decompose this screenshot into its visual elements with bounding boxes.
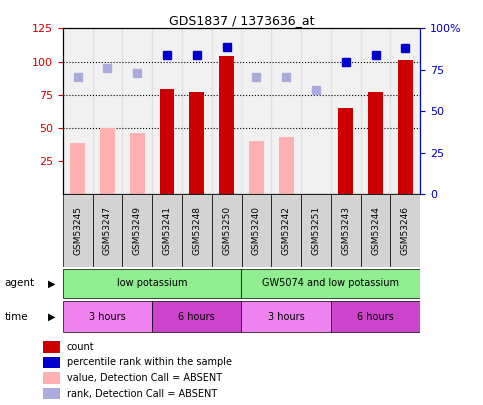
Text: agent: agent	[5, 279, 35, 288]
FancyBboxPatch shape	[271, 194, 301, 267]
FancyBboxPatch shape	[93, 194, 122, 267]
Text: ▶: ▶	[48, 312, 56, 322]
Bar	[70, 143, 85, 194]
Text: GSM53241: GSM53241	[163, 207, 171, 255]
Text: GSM53247: GSM53247	[103, 207, 112, 255]
Text: GSM53243: GSM53243	[341, 207, 350, 255]
Text: low potassium: low potassium	[117, 279, 187, 288]
Text: time: time	[5, 312, 28, 322]
Bar	[249, 141, 264, 194]
Bar	[398, 60, 413, 194]
Bar	[130, 133, 145, 194]
Text: 3 hours: 3 hours	[89, 312, 126, 322]
Bar	[152, 28, 182, 194]
FancyBboxPatch shape	[242, 301, 331, 333]
FancyBboxPatch shape	[212, 194, 242, 267]
Bar	[242, 28, 271, 194]
Bar	[212, 28, 242, 194]
FancyBboxPatch shape	[242, 269, 420, 298]
Bar	[63, 28, 93, 194]
Bar	[361, 28, 390, 194]
Text: 3 hours: 3 hours	[268, 312, 305, 322]
Bar	[93, 28, 122, 194]
Text: GSM53248: GSM53248	[192, 207, 201, 255]
Bar	[279, 137, 294, 194]
Bar	[122, 28, 152, 194]
FancyBboxPatch shape	[361, 194, 390, 267]
FancyBboxPatch shape	[301, 194, 331, 267]
Bar	[100, 128, 115, 194]
Bar	[189, 92, 204, 194]
Bar	[43, 388, 60, 399]
Bar	[338, 108, 353, 194]
Bar	[390, 28, 420, 194]
FancyBboxPatch shape	[122, 194, 152, 267]
Text: 6 hours: 6 hours	[178, 312, 215, 322]
Text: 6 hours: 6 hours	[357, 312, 394, 322]
Text: rank, Detection Call = ABSENT: rank, Detection Call = ABSENT	[67, 389, 217, 399]
Title: GDS1837 / 1373636_at: GDS1837 / 1373636_at	[169, 14, 314, 27]
Bar	[43, 357, 60, 368]
FancyBboxPatch shape	[63, 269, 242, 298]
Text: GSM53246: GSM53246	[401, 207, 410, 255]
Text: value, Detection Call = ABSENT: value, Detection Call = ABSENT	[67, 373, 222, 383]
Bar	[271, 28, 301, 194]
Text: GSM53251: GSM53251	[312, 206, 320, 256]
Text: GSM53245: GSM53245	[73, 207, 82, 255]
Text: count: count	[67, 342, 95, 352]
FancyBboxPatch shape	[331, 301, 420, 333]
FancyBboxPatch shape	[152, 301, 242, 333]
FancyBboxPatch shape	[242, 194, 271, 267]
Bar	[368, 92, 383, 194]
Text: GSM53240: GSM53240	[252, 207, 261, 255]
Text: GSM53242: GSM53242	[282, 207, 291, 255]
Bar	[301, 28, 331, 194]
FancyBboxPatch shape	[390, 194, 420, 267]
Text: GSM53249: GSM53249	[133, 207, 142, 255]
Bar	[182, 28, 212, 194]
Text: ▶: ▶	[48, 279, 56, 288]
FancyBboxPatch shape	[63, 194, 93, 267]
FancyBboxPatch shape	[152, 194, 182, 267]
Bar	[43, 341, 60, 352]
Bar	[331, 28, 361, 194]
FancyBboxPatch shape	[63, 301, 152, 333]
Text: GSM53244: GSM53244	[371, 207, 380, 255]
FancyBboxPatch shape	[331, 194, 361, 267]
Text: percentile rank within the sample: percentile rank within the sample	[67, 358, 232, 367]
Bar	[43, 373, 60, 384]
Text: GSM53250: GSM53250	[222, 206, 231, 256]
Bar	[219, 56, 234, 194]
FancyBboxPatch shape	[182, 194, 212, 267]
Bar	[159, 90, 174, 194]
Text: GW5074 and low potassium: GW5074 and low potassium	[262, 279, 399, 288]
